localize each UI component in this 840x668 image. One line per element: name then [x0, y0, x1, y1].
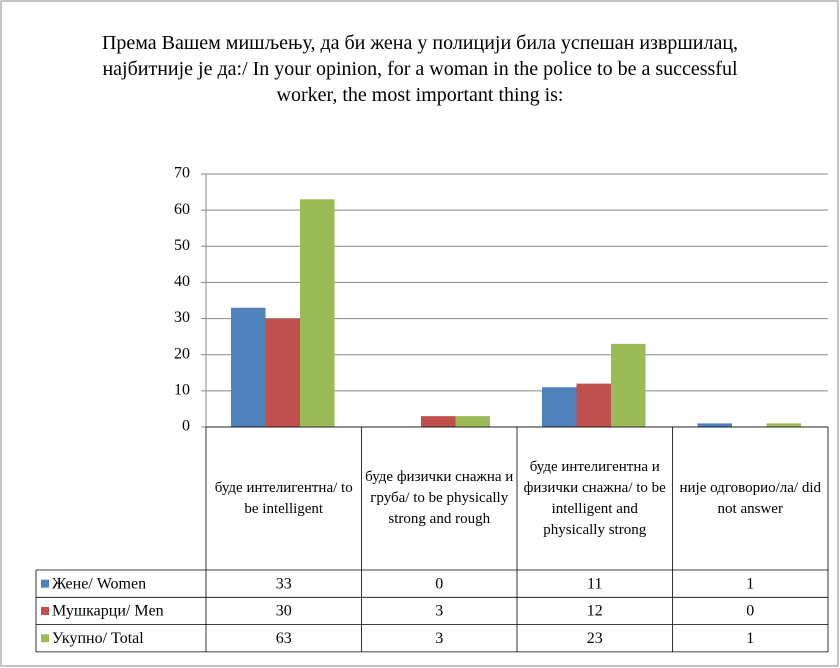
bar: [265, 318, 300, 427]
bar: [455, 416, 490, 427]
legend-key: [41, 606, 49, 615]
table-cell: 0: [746, 603, 754, 620]
legend-key: [41, 634, 49, 643]
table-cell: 12: [587, 603, 603, 620]
legend-label: Укупно/ Total: [52, 630, 144, 647]
title-box: Према Вашем мишљењу, да би жена у полици…: [101, 32, 739, 106]
bar: [300, 199, 335, 427]
bar: [611, 343, 646, 427]
table-cell: 63: [276, 630, 292, 647]
x-tick-label: буде физички снажна и груба/ to be physi…: [365, 469, 514, 527]
bar: [697, 423, 732, 427]
bar: [421, 416, 456, 427]
category-cell: буде интелигентна/ to be intelligent: [214, 479, 353, 517]
bar: [576, 383, 611, 427]
category-cell: буде физички снажна и груба/ to be physi…: [365, 469, 514, 527]
table-cell: 1: [746, 575, 754, 592]
y-tick-label: 70: [174, 165, 190, 182]
y-tick-label: 10: [174, 382, 190, 399]
table-cell: 23: [587, 630, 603, 647]
table-cell: 30: [276, 603, 292, 620]
bar: [231, 307, 266, 427]
table-cell: 0: [435, 575, 443, 592]
table-cell: 33: [276, 575, 292, 592]
y-tick-label: 20: [174, 345, 190, 362]
table-cell: 1: [746, 630, 754, 647]
category-cell: није одговорио/ла/ did not answer: [679, 479, 821, 517]
y-tick-label: 30: [174, 309, 190, 326]
y-tick-label: 60: [174, 201, 190, 218]
legend-label: Жене/ Women: [52, 575, 146, 592]
table-cell: 11: [587, 575, 602, 592]
bar: [766, 423, 801, 427]
chart-title: Према Вашем мишљењу, да би жена у полици…: [101, 32, 739, 106]
y-tick-label: 0: [182, 418, 190, 435]
x-tick-label: буде интелигентна и физички снажна/ to b…: [523, 458, 666, 538]
x-tick-label: буде интелигентна/ to be intelligent: [214, 479, 353, 517]
bar: [542, 387, 577, 427]
category-cell: буде интелигентна и физички снажна/ to b…: [523, 458, 666, 538]
y-tick-label: 50: [174, 237, 190, 254]
legend-key: [41, 579, 49, 588]
y-tick-label: 40: [174, 273, 190, 290]
table-cell: 3: [435, 630, 443, 647]
legend-label: Мушкарци/ Men: [52, 603, 164, 620]
table-cell: 3: [435, 603, 443, 620]
x-tick-label: није одговорио/ла/ did not answer: [679, 479, 821, 517]
